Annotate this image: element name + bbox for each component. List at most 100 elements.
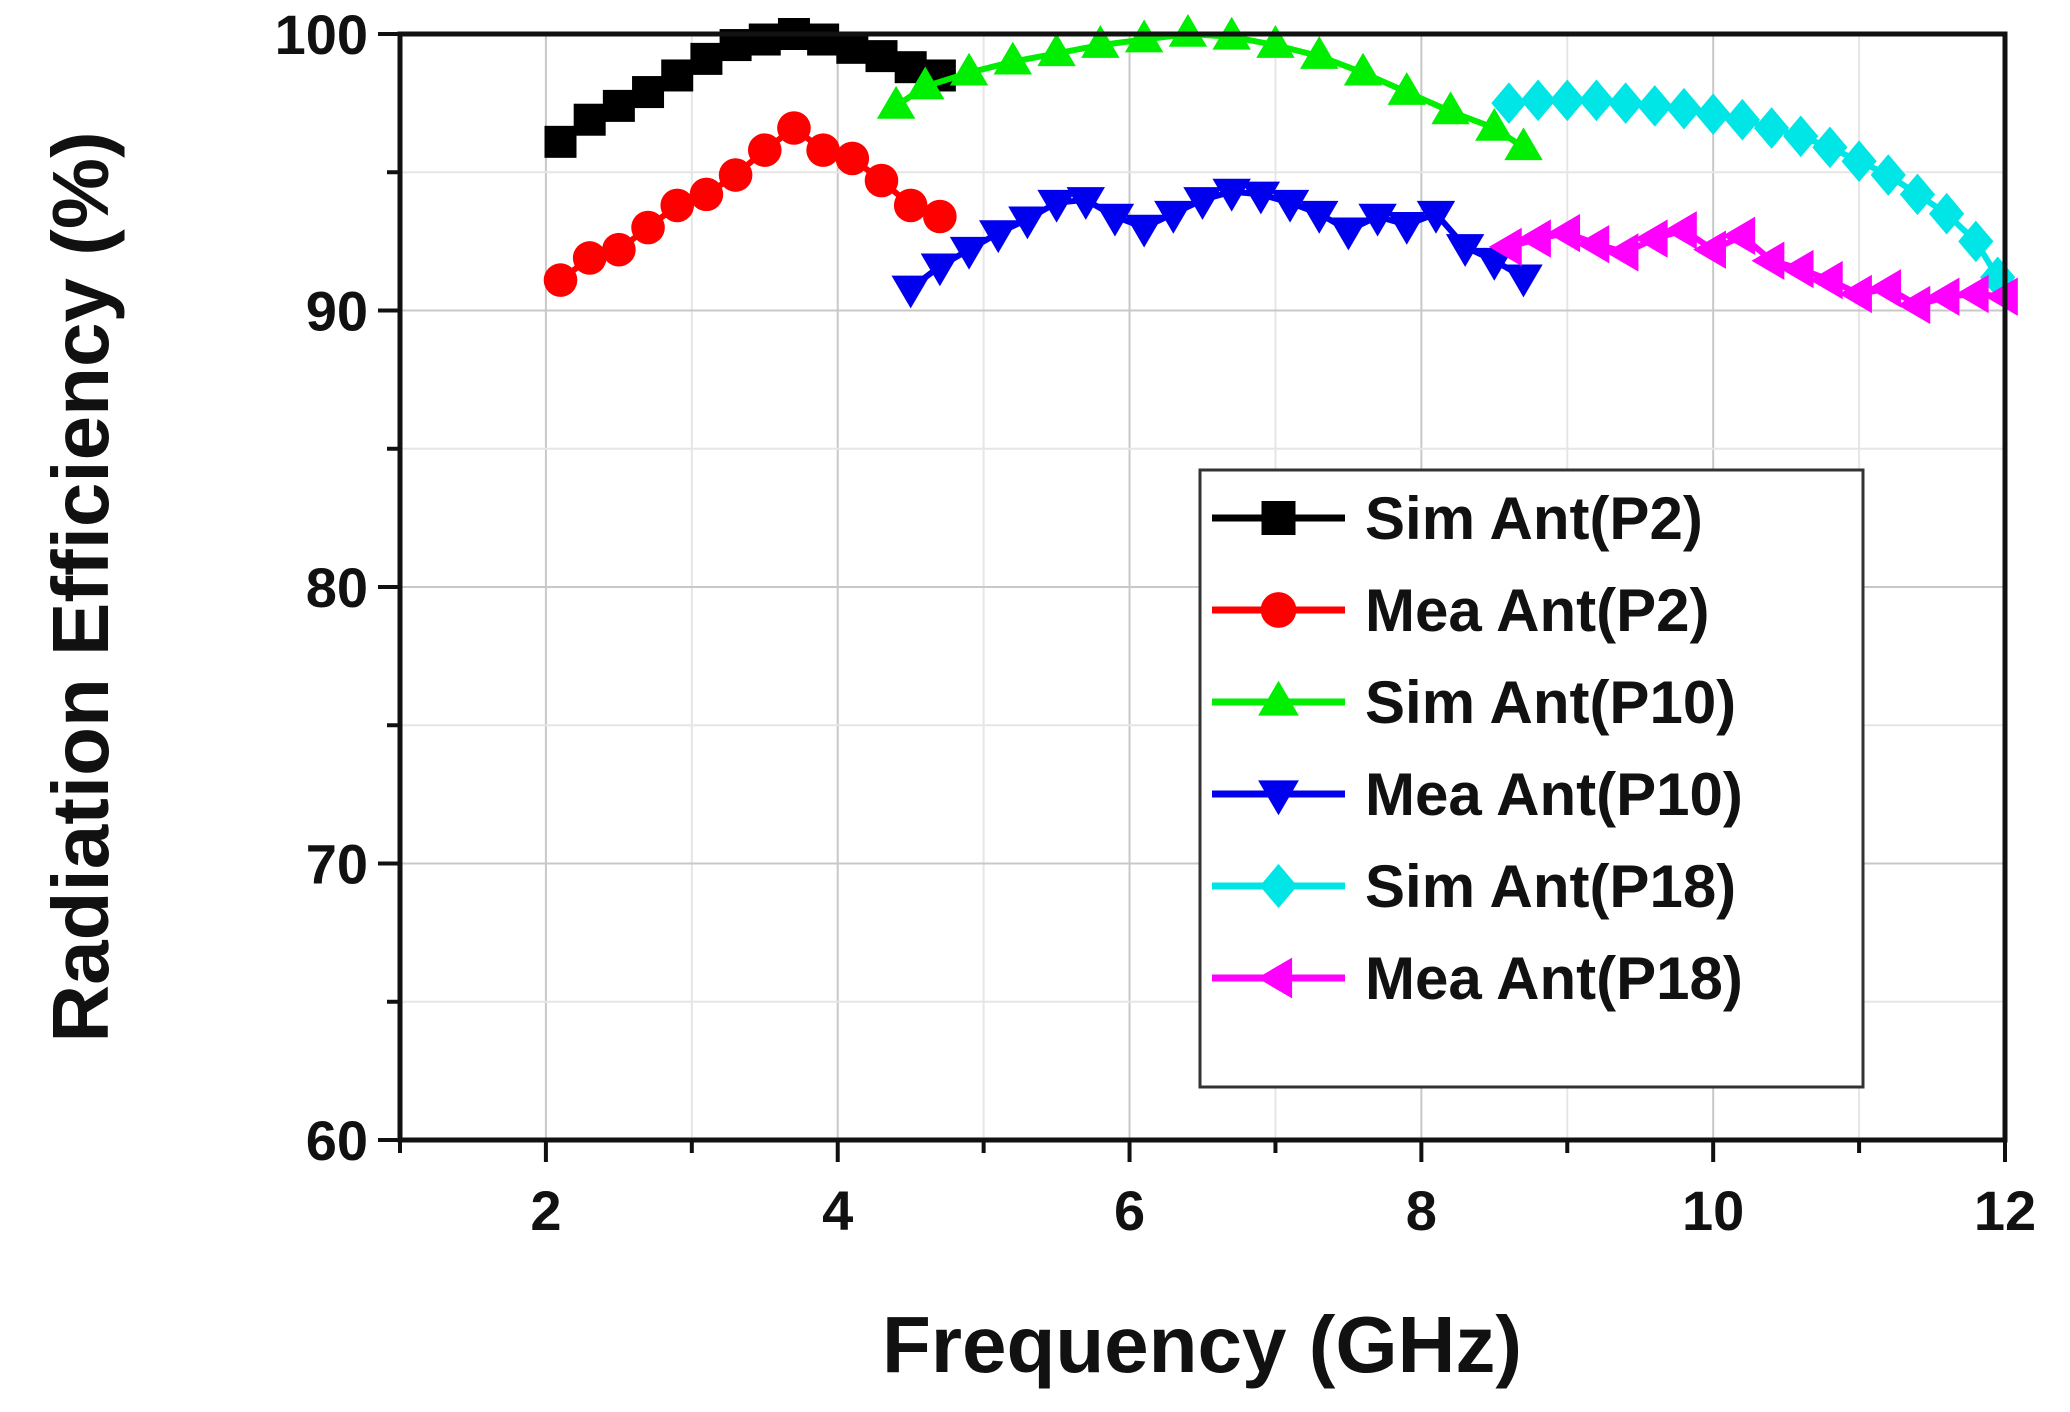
data-point [1124,214,1164,248]
series-6 [1488,211,2018,325]
data-point [602,232,636,267]
data-point [923,199,957,234]
data-point [544,125,577,158]
data-point [1783,115,1819,158]
data-point [1504,127,1543,161]
y-tick-labels: 60 70 80 90 100 [275,3,368,1172]
data-point [1154,200,1193,234]
legend-label: Sim Ant(P10) [1365,669,1736,736]
legend-marker [1261,501,1296,535]
data-point [631,210,665,245]
data-point [865,40,898,73]
data-point [1666,87,1702,130]
legend-label: Sim Ant(P18) [1365,853,1736,920]
data-point [1256,25,1295,58]
data-point [747,133,782,167]
data-point [1343,52,1383,86]
x-axis-title: Frequency (GHz) [882,1300,1522,1389]
legend-label: Mea Ant(P2) [1365,577,1709,644]
data-point [632,76,665,109]
data-point [1897,285,1931,325]
legend-entry: Sim Ant(P10) [1212,669,1736,736]
data-point [893,188,928,223]
legend: Sim Ant(P2) Mea Ant(P2) Sim Ant(P10) Mea An… [1198,468,1865,1089]
data-point [748,23,781,56]
data-point [1183,187,1222,220]
data-point [1637,85,1673,127]
data-point [836,31,869,64]
legend-marker [1257,957,1293,999]
data-point [1475,247,1514,281]
data-point [1008,206,1047,240]
data-point [1780,249,1814,289]
data-point [1241,181,1281,215]
data-point [690,42,723,75]
legend-entry: Sim Ant(P2) [1212,485,1703,552]
legend-entry: Mea Ant(P10) [1212,761,1743,828]
data-point [1695,93,1731,135]
data-point [1693,230,1726,269]
data-point [1168,14,1208,47]
data-point [1868,269,1902,308]
data-point [1576,224,1610,264]
data-point [1753,107,1790,149]
data-point [1300,36,1339,69]
data-point [661,59,694,92]
data-point [1488,227,1522,267]
x-tick-label: 4 [822,1179,853,1242]
data-point [602,89,635,122]
data-point [949,52,989,86]
data-point [1608,82,1644,124]
y-axis-title: Radiation Efficiency (%) [36,131,125,1042]
legend-marker [1258,780,1299,816]
data-point [1270,189,1310,223]
data-point [1066,187,1105,220]
data-point [1839,274,1872,314]
legend-marker [1260,592,1297,628]
data-point [1329,217,1368,251]
data-point [1724,98,1760,141]
y-tick-label: 90 [306,280,368,343]
y-tick-label: 70 [306,833,368,896]
data-point [1985,277,2018,316]
data-point [573,103,606,136]
data-point [1212,178,1251,212]
series-layer [543,14,2018,325]
data-point [1504,264,1543,298]
data-point [920,253,960,287]
legend-entry: Sim Ant(P18) [1212,853,1736,920]
data-point [1547,213,1581,253]
data-point [1445,234,1485,267]
x-tick-label: 12 [1974,1179,2036,1242]
data-point [572,241,607,275]
y-tick-label: 60 [306,1109,368,1172]
data-point [949,236,989,270]
legend-box [1198,468,1865,1089]
data-point [1899,173,1936,216]
legend-entry: Mea Ant(P18) [1212,945,1743,1012]
data-point [1722,216,1756,256]
x-tick-label: 10 [1682,1179,1744,1242]
x-tick-label: 6 [1114,1179,1145,1242]
x-tick-labels: 2 4 6 8 10 12 [530,1179,2036,1242]
series-4 [891,178,1543,309]
data-point [777,111,811,145]
data-point [1081,25,1120,58]
data-point [718,158,753,192]
data-point [1491,82,1527,124]
data-point [1416,200,1456,234]
data-point [1518,219,1551,258]
y-tick-label: 100 [275,3,368,66]
data-point [1358,203,1397,237]
data-point [1037,33,1076,67]
data-point [1634,219,1668,258]
data-point [1605,233,1639,272]
data-point [835,141,870,176]
data-point [689,177,724,212]
data-point [1475,108,1514,141]
data-point [1812,126,1848,169]
data-point [1549,79,1585,122]
data-point [993,41,1033,75]
legend-marker [1258,680,1299,716]
